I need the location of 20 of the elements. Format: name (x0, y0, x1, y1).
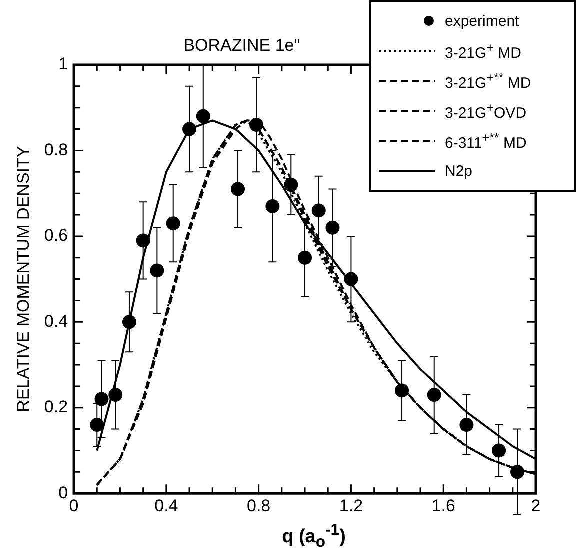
legend-label: N2p (445, 162, 473, 180)
x-axis-title: q (a$_{o}$$^{-1}$) (281, 522, 347, 552)
y-tick-label: 0 (58, 483, 68, 502)
x-tick-label: 0.8 (247, 496, 271, 516)
x-tick-label: 0.4 (154, 496, 178, 516)
legend-label: 3-21G$^{+}$OVD (445, 100, 527, 122)
y-tick-label: 1 (58, 54, 68, 74)
y-axis-title: RELATIVE MOMENTUM DENSITY (14, 146, 33, 412)
y-tick-label: 0.8 (44, 140, 68, 160)
legend-label: 3-21G$^{+}$ MD (445, 40, 522, 62)
legend-label: experiment (445, 12, 520, 30)
legend-label: 3-21G$^{+**}$ MD (445, 70, 532, 92)
legend-label: 6-311$^{+**}$ MD (445, 130, 527, 152)
x-tick-label: 1.2 (339, 496, 364, 516)
x-tick-label: 1.6 (432, 496, 456, 516)
x-tick-label: 2 (531, 496, 541, 516)
y-tick-label: 0.4 (44, 312, 68, 331)
y-tick-label: 0.6 (44, 226, 68, 246)
y-tick-label: 0.2 (44, 398, 68, 417)
chart-title: BORAZINE 1e" (182, 36, 302, 56)
